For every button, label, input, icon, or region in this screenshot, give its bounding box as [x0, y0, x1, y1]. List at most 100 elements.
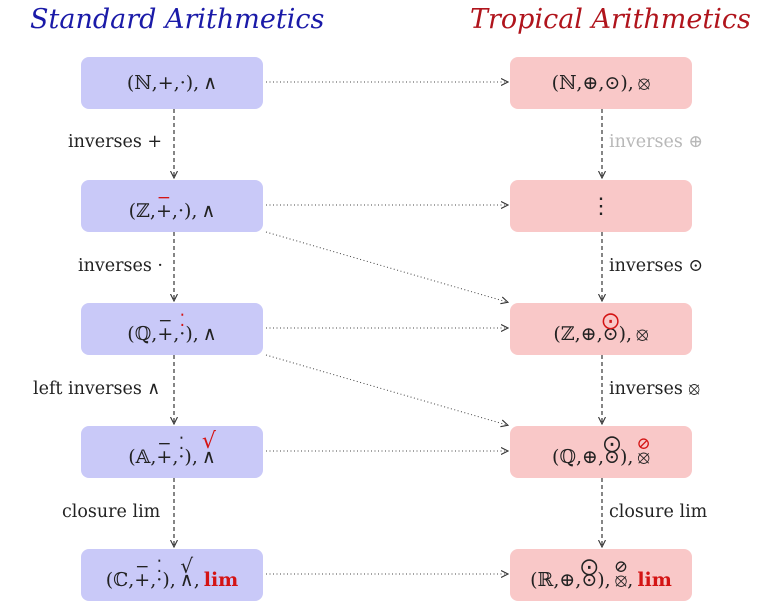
- operator-odot: ⊙: [602, 323, 619, 345]
- set-symbol: (ℚ,: [552, 446, 583, 468]
- closing-paren: ),: [184, 446, 198, 468]
- edge-label-closure-lim: closure lim: [60, 502, 163, 522]
- times-with-inverse: ⁚ ·: [179, 312, 186, 345]
- closing-paren: ),: [618, 323, 633, 345]
- closing-paren: ),: [185, 323, 199, 345]
- edge-label-inverses-odot: inverses ⊙: [607, 256, 706, 276]
- std-node-naturals: (ℕ, +, ·), ∧: [81, 57, 263, 109]
- operator-odot: ⊙: [604, 72, 621, 94]
- operator-exponent: ∧: [203, 72, 218, 94]
- operator-oplus: ⊕: [580, 323, 597, 345]
- root-mark: √: [201, 428, 216, 454]
- exponent-with-root: ⊘ ⦻: [637, 435, 651, 468]
- set-symbol: (ℝ,: [530, 569, 560, 591]
- std-node-algebraic: (𝔸, − +, ⁚ ·), √ ∧: [81, 426, 263, 478]
- times-with-inverse: ⁚ ·: [156, 558, 163, 591]
- odot-with-inverse: ⨀ ⊙: [603, 435, 620, 468]
- set-symbol: (ℂ,: [105, 569, 135, 591]
- separator: ,: [171, 200, 178, 222]
- operator-odot: ⊙: [581, 569, 598, 591]
- limit-operator: lim: [637, 569, 672, 591]
- operator-plus: +: [134, 569, 151, 591]
- edge-label-inverses-tropical-exponent: inverses ⦻: [607, 379, 702, 399]
- separator: ,: [173, 72, 180, 94]
- operator-times: ·: [177, 200, 184, 222]
- edge-label-inverses-times: inverses ·: [76, 256, 165, 276]
- separator: ,: [597, 446, 605, 468]
- separator: ,: [627, 569, 634, 591]
- limit-operator: lim: [203, 569, 239, 591]
- vertical-ellipsis: ⋮: [590, 193, 612, 219]
- set-symbol: (ℤ,: [553, 323, 581, 345]
- operator-odot: ⊙: [604, 446, 620, 468]
- set-symbol: (ℕ,: [126, 72, 158, 94]
- operator-plus: +: [157, 72, 174, 94]
- operator-tropical-exponent: ⦻: [636, 323, 649, 345]
- closing-paren: ),: [183, 200, 198, 222]
- plus-with-inverse: − +: [156, 435, 173, 468]
- times-with-inverse: ⁚ ·: [178, 435, 185, 468]
- inverse-minus-mark: −: [157, 433, 172, 454]
- set-symbol: (ℚ,: [127, 323, 158, 345]
- diag-edge-q-a: [265, 354, 507, 425]
- operator-times: ·: [178, 446, 185, 468]
- operator-tropical-exponent: ⦻: [637, 446, 650, 468]
- odot-with-inverse: ⨀ ⊙: [581, 558, 598, 591]
- std-node-integers: (ℤ, − +, ·), ∧: [81, 180, 263, 232]
- exponent-with-root: √ ∧: [201, 430, 216, 468]
- edge-label-inverses-oplus: inverses ⊕: [607, 132, 706, 152]
- inverse-minus-mark: −: [158, 310, 173, 331]
- trop-node-rationals: (ℚ, ⊕, ⨀ ⊙), ⊘ ⦻: [510, 426, 692, 478]
- separator: ,: [193, 569, 200, 591]
- plus-with-inverse: − +: [155, 189, 172, 222]
- closing-paren: ),: [185, 72, 200, 94]
- operator-exponent: ∧: [179, 569, 194, 591]
- closing-paren: ),: [162, 569, 176, 591]
- edge-label-left-inverses-exponent: left inverses ∧: [31, 379, 163, 399]
- odot-with-inverse: ⨀ ⊙: [602, 312, 619, 345]
- edge-label-tropical-closure-lim: closure lim: [607, 502, 710, 522]
- std-node-rationals: (ℚ, − +, ⁚ ·), ∧: [81, 303, 263, 355]
- operator-times: ·: [156, 569, 163, 591]
- operator-oplus: ⊕: [559, 569, 576, 591]
- tropical-arithmetics-title: Tropical Arithmetics: [470, 4, 751, 35]
- standard-arithmetics-title: Standard Arithmetics: [30, 4, 325, 35]
- separator: ,: [173, 323, 180, 345]
- inverse-odot-mark: ⨀: [580, 556, 598, 577]
- exponent-with-root: √ ∧: [179, 556, 194, 591]
- tropical-root-mark: ⊘: [636, 433, 651, 454]
- separator: ,: [598, 72, 605, 94]
- set-symbol: (ℕ,: [551, 72, 583, 94]
- operator-exponent: ∧: [201, 446, 216, 468]
- operator-times: ·: [179, 323, 186, 345]
- operator-tropical-exponent: ⦻: [614, 569, 628, 591]
- plus-with-inverse: − +: [134, 558, 151, 591]
- operator-times: ·: [179, 72, 186, 94]
- operator-plus: +: [157, 323, 174, 345]
- trop-node-naturals: (ℕ, ⊕, ⊙), ⦻: [510, 57, 692, 109]
- inverse-odot-mark: ⨀: [603, 433, 621, 454]
- exponent-with-root: ⊘ ⦻: [614, 558, 628, 591]
- set-symbol: (𝔸,: [128, 446, 157, 468]
- operator-oplus: ⊕: [582, 446, 598, 468]
- trop-node-reals: (ℝ, ⊕, ⨀ ⊙), ⊘ ⦻, lim: [510, 549, 692, 601]
- operator-tropical-exponent: ⦻: [637, 72, 651, 94]
- operator-plus: +: [155, 200, 172, 222]
- root-mark: √: [180, 553, 194, 578]
- operator-plus: +: [156, 446, 173, 468]
- separator: ,: [172, 446, 179, 468]
- inverse-minus-mark: −: [135, 556, 150, 577]
- closing-paren: ),: [619, 446, 634, 468]
- inverse-divide-mark: ⁚: [179, 310, 185, 331]
- inverse-divide-mark: ⁚: [156, 556, 162, 577]
- tropical-root-mark: ⊘: [613, 556, 629, 577]
- closing-paren: ),: [620, 72, 634, 94]
- diag-edge-z-q: [265, 231, 507, 302]
- separator: ,: [150, 569, 157, 591]
- inverse-odot-mark: ⨀: [602, 310, 620, 331]
- separator: ,: [575, 569, 582, 591]
- edge-label-inverses-plus: inverses +: [66, 132, 165, 152]
- inverse-divide-mark: ⁚: [178, 433, 185, 454]
- set-symbol: (ℤ,: [128, 200, 156, 222]
